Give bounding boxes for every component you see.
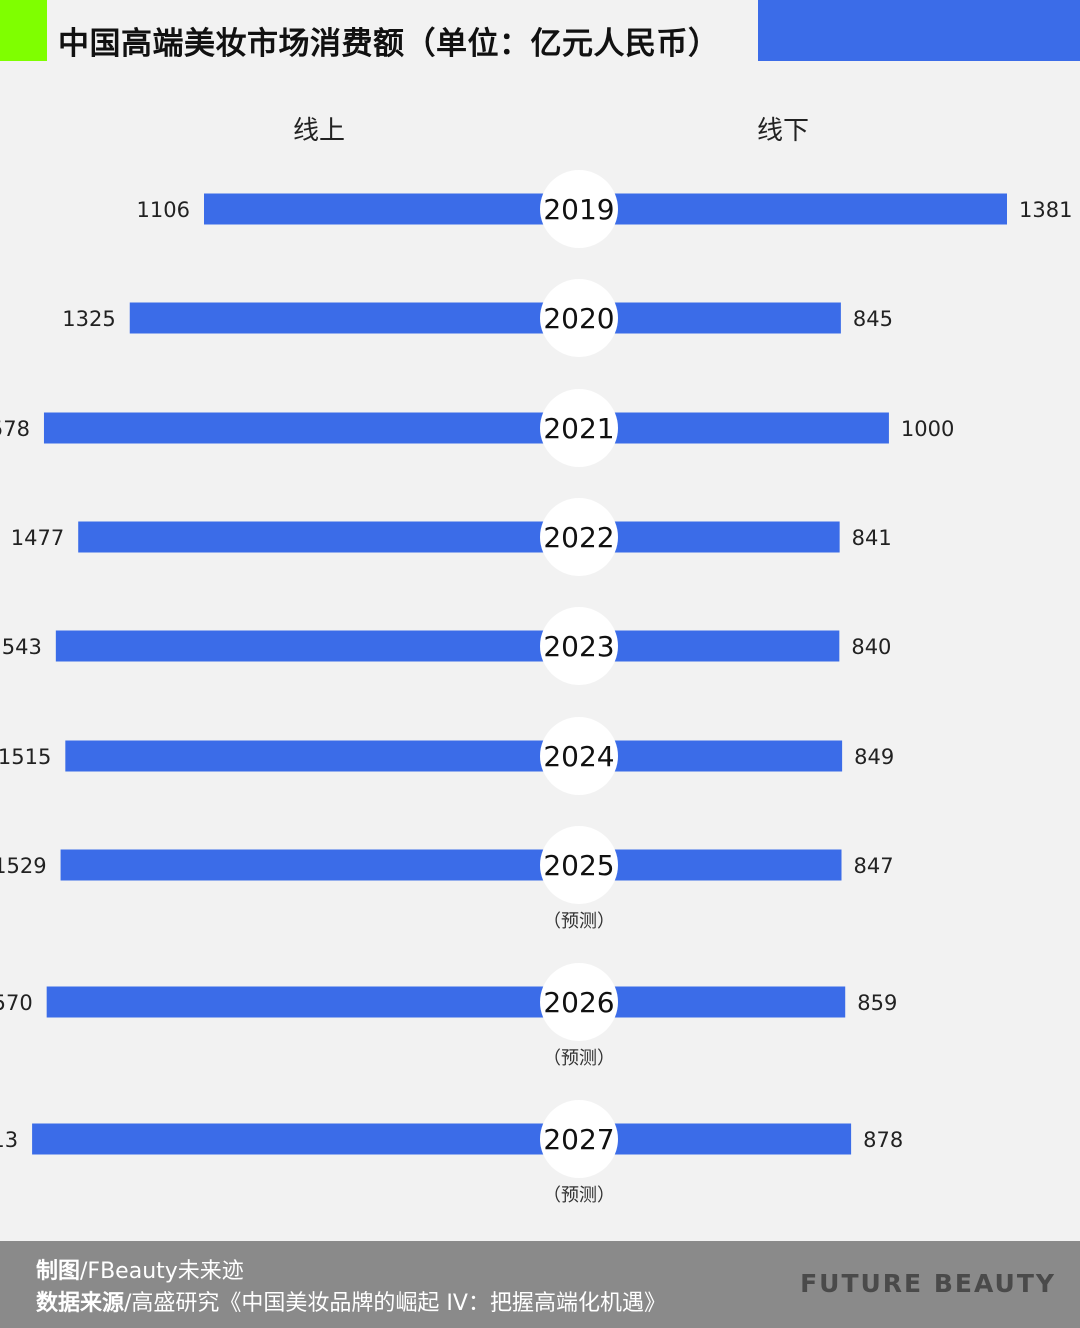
year-label-2023: 2023: [543, 630, 614, 663]
year-circle-2021: [540, 389, 618, 467]
year-circle-2019: [540, 170, 618, 248]
chart-title: 中国高端美妆市场消费额（单位：亿元人民币）: [58, 26, 720, 62]
year-circle-2020: [540, 279, 618, 357]
value-offline-2022: 841: [852, 526, 892, 550]
green-accent-block: [0, 0, 47, 61]
maker-label: 制图: [36, 1259, 81, 1284]
bar-offline-2019: [579, 193, 1007, 225]
year-label-2026: 2026: [543, 986, 614, 1019]
bar-online-2023: [55, 630, 579, 662]
forecast-note-2026: （预测）: [543, 1048, 615, 1069]
bar-offline-2027: [579, 1123, 852, 1155]
value-online-2025: 1529: [0, 854, 47, 878]
value-offline-2021: 1000: [901, 417, 954, 441]
maker-credit: 制图/FBeauty未来迹: [36, 1253, 244, 1285]
maker-value: /FBeauty未来迹: [80, 1259, 244, 1284]
value-offline-2026: 859: [857, 991, 897, 1015]
year-circle-2027: [540, 1100, 618, 1178]
bar-online-2025: [60, 849, 579, 881]
bar-online-2026: [46, 986, 579, 1018]
bar-offline-2024: [579, 740, 843, 772]
bar-online-2024: [65, 740, 580, 772]
bar-offline-2020: [579, 302, 841, 334]
bar-online-2019: [204, 193, 579, 225]
value-online-2019: 1106: [137, 198, 190, 222]
forecast-note-2027: （预测）: [543, 1185, 615, 1206]
forecast-note-2025: （预测）: [543, 911, 615, 932]
value-offline-2027: 878: [863, 1128, 903, 1152]
year-label-2022: 2022: [543, 521, 614, 554]
value-offline-2023: 840: [851, 635, 891, 659]
year-circle-2022: [540, 498, 618, 576]
bar-online-2027: [32, 1123, 580, 1155]
value-online-2023: 1543: [0, 635, 42, 659]
bar-offline-2023: [579, 630, 840, 662]
value-offline-2019: 1381: [1019, 198, 1072, 222]
year-circle-2026: [540, 963, 618, 1041]
year-label-2020: 2020: [543, 302, 614, 335]
value-online-2021: 1578: [0, 417, 30, 441]
year-label-2024: 2024: [543, 740, 614, 773]
value-online-2026: 1570: [0, 991, 33, 1015]
online-column-header: 线上: [293, 116, 346, 146]
diverging-bar-chart: 2019 1106 1381 2020 1325 845 2021 1578 1000 2022 1…: [0, 170, 1072, 1206]
value-online-2024: 1515: [0, 745, 51, 769]
blue-accent-block: [758, 0, 1080, 61]
value-online-2027: 1613: [0, 1128, 18, 1152]
year-circle-2023: [540, 607, 618, 685]
bar-offline-2025: [579, 849, 842, 881]
year-circle-2025: [540, 826, 618, 904]
year-label-2021: 2021: [543, 412, 614, 445]
source-value: /高盛研究《中国美妆品牌的崛起 IV：把握高端化机遇》: [124, 1291, 666, 1316]
data-source: 数据来源/高盛研究《中国美妆品牌的崛起 IV：把握高端化机遇》: [36, 1285, 666, 1317]
year-label-2027: 2027: [543, 1123, 614, 1156]
bar-offline-2022: [579, 521, 840, 553]
value-offline-2024: 849: [854, 745, 894, 769]
offline-column-header: 线下: [757, 116, 810, 146]
bar-online-2020: [129, 302, 580, 334]
footer: 制图/FBeauty未来迹 数据来源/高盛研究《中国美妆品牌的崛起 IV：把握高…: [0, 1241, 1080, 1328]
value-online-2020: 1325: [62, 307, 115, 331]
value-offline-2025: 847: [854, 854, 894, 878]
brand-logo: FUTURE BEAUTY: [800, 1269, 1056, 1298]
source-label: 数据来源: [36, 1291, 125, 1316]
value-offline-2020: 845: [853, 307, 893, 331]
year-label-2019: 2019: [543, 193, 614, 226]
year-circle-2024: [540, 717, 618, 795]
value-online-2022: 1477: [11, 526, 64, 550]
bar-offline-2026: [579, 986, 846, 1018]
bar-offline-2021: [579, 412, 889, 444]
bar-online-2022: [78, 521, 579, 553]
bar-online-2021: [43, 412, 580, 444]
year-label-2025: 2025: [543, 849, 614, 882]
